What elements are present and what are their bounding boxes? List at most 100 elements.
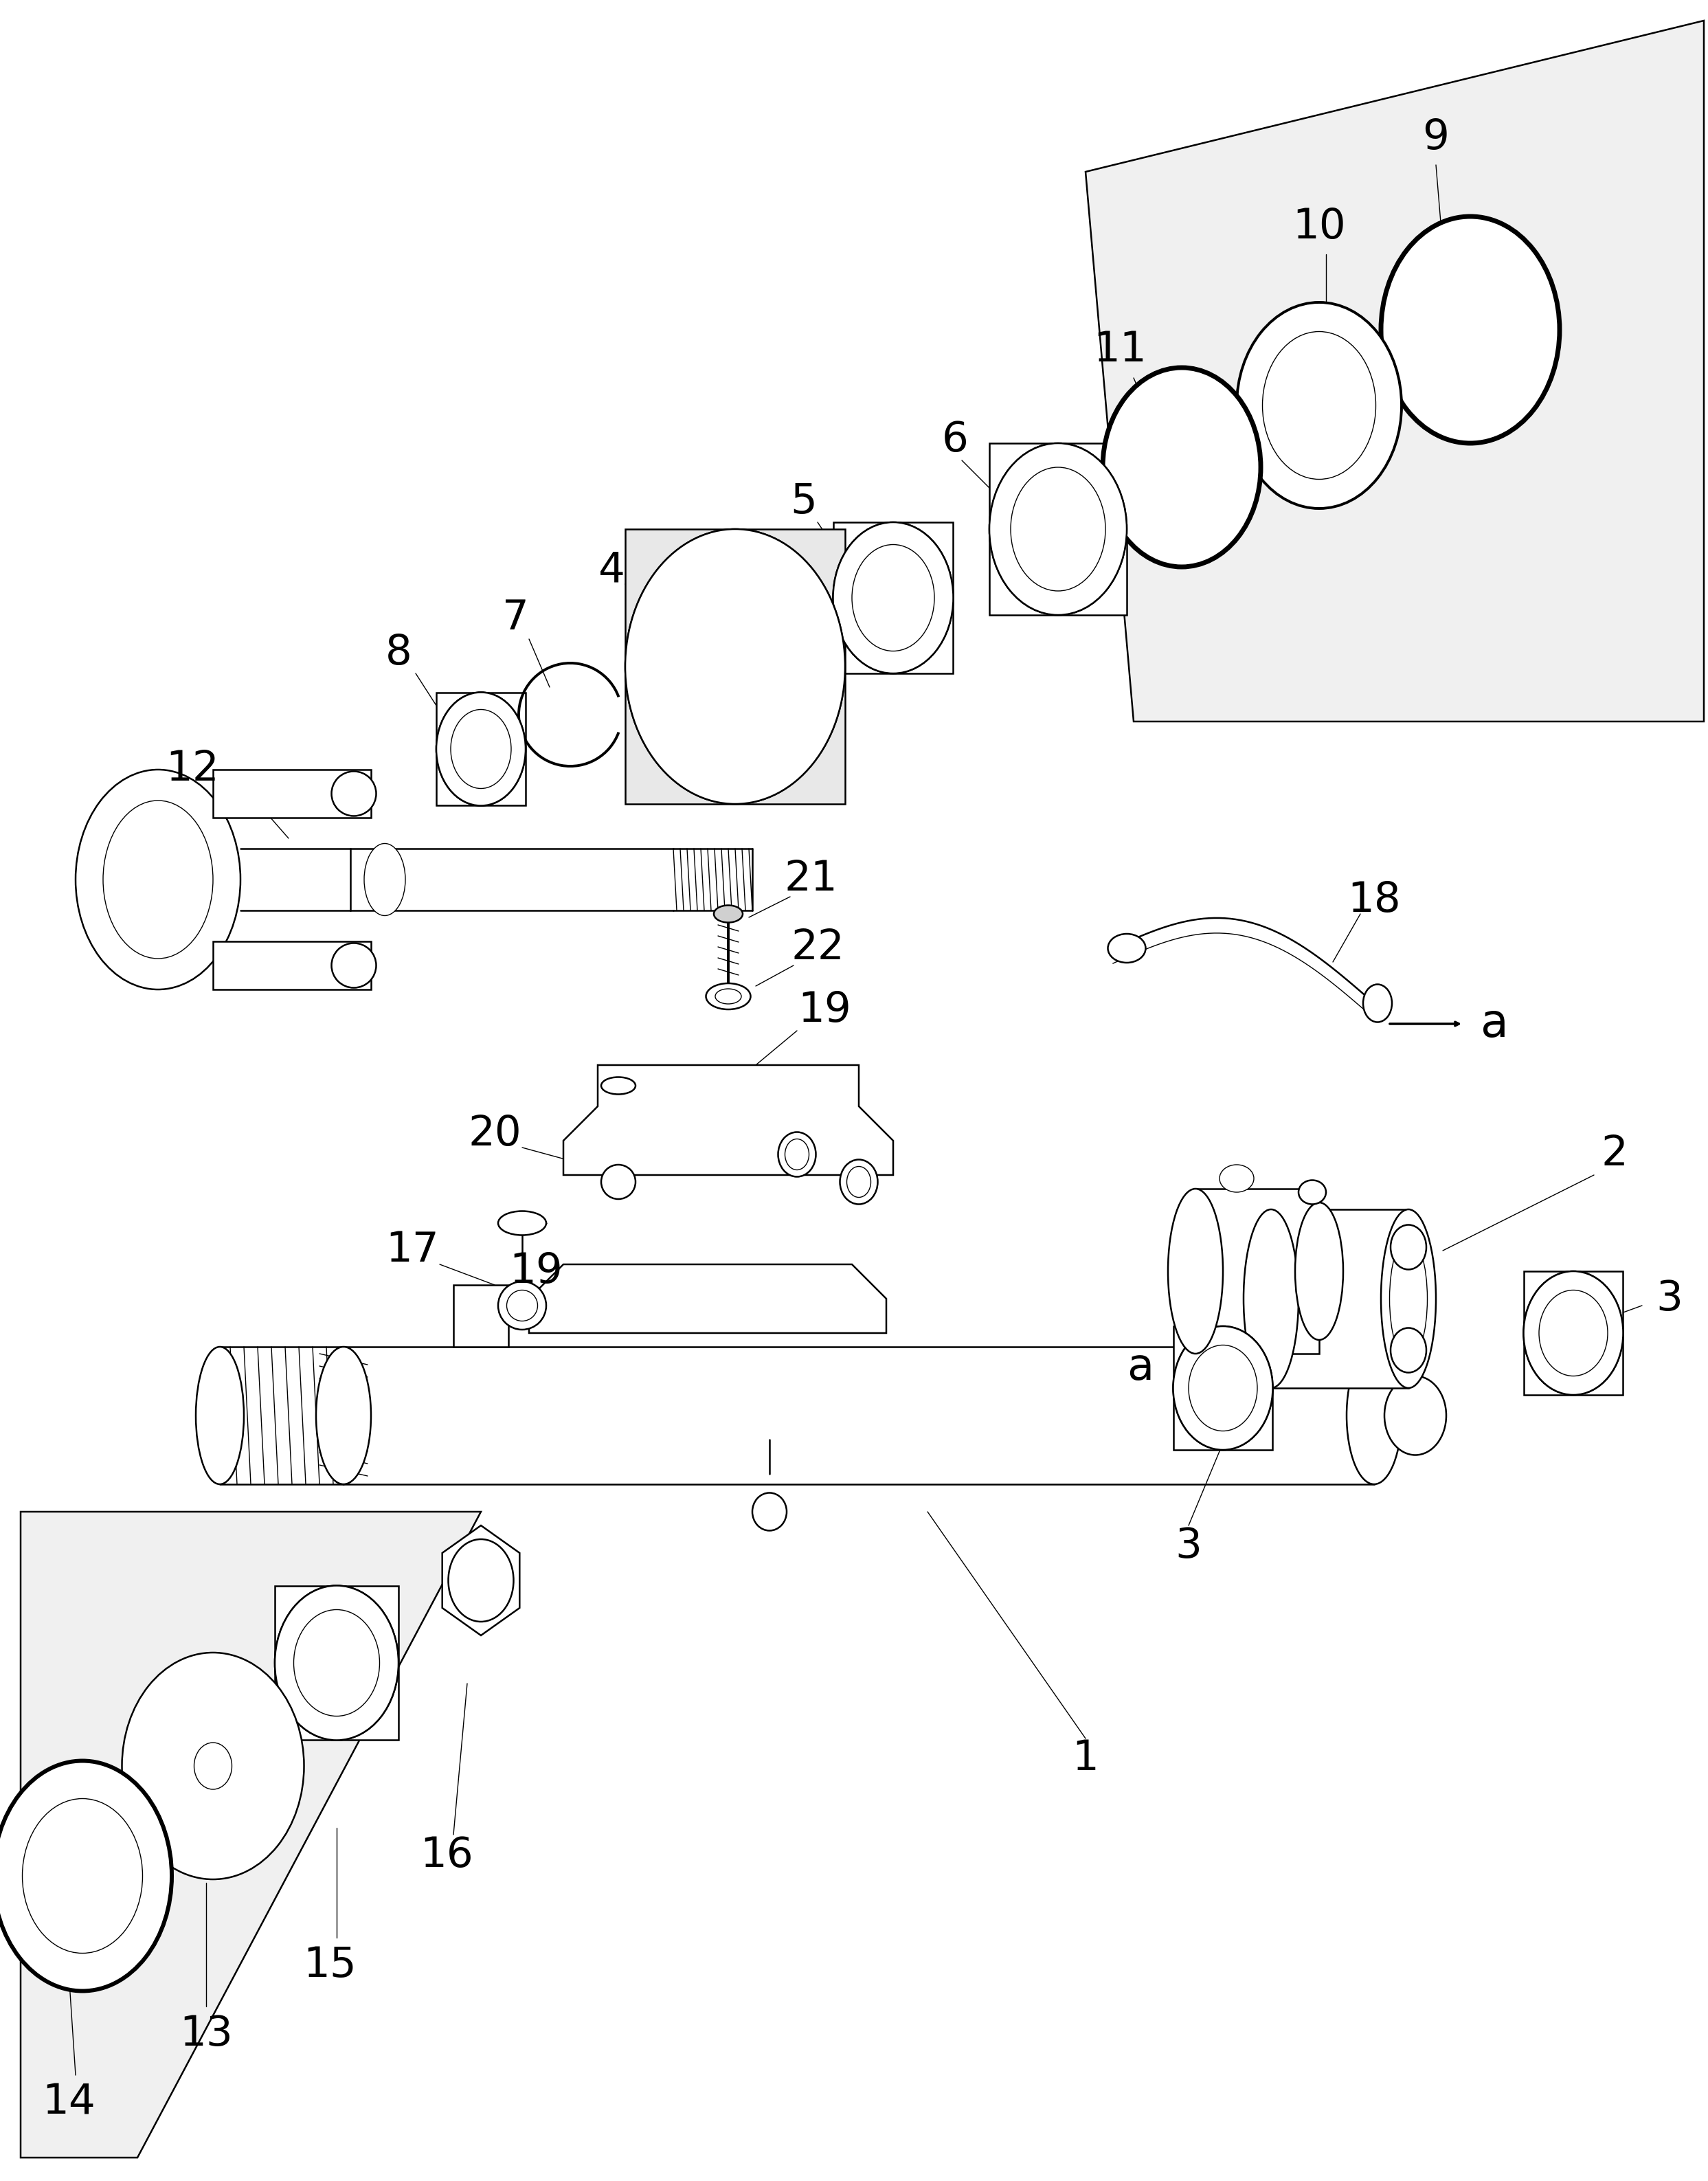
Ellipse shape: [364, 844, 405, 916]
Text: 1: 1: [1073, 1738, 1098, 1780]
Ellipse shape: [1390, 1328, 1426, 1372]
Polygon shape: [564, 1064, 893, 1176]
Ellipse shape: [196, 1348, 244, 1485]
Polygon shape: [989, 443, 1127, 615]
Ellipse shape: [1173, 1326, 1272, 1450]
Polygon shape: [1196, 1189, 1319, 1354]
Text: 15: 15: [302, 1945, 357, 1985]
Ellipse shape: [834, 521, 953, 674]
Polygon shape: [625, 530, 845, 805]
Polygon shape: [1524, 1272, 1623, 1396]
Text: 2: 2: [1600, 1134, 1628, 1176]
Text: 13: 13: [179, 2013, 232, 2055]
Ellipse shape: [786, 1138, 810, 1169]
Ellipse shape: [1524, 1272, 1623, 1396]
Ellipse shape: [639, 543, 832, 790]
Ellipse shape: [852, 545, 934, 652]
Ellipse shape: [840, 1160, 878, 1204]
Ellipse shape: [852, 545, 934, 652]
Text: 21: 21: [784, 859, 837, 901]
Ellipse shape: [989, 443, 1127, 615]
Ellipse shape: [714, 905, 743, 923]
Ellipse shape: [436, 691, 526, 805]
Ellipse shape: [1382, 216, 1559, 443]
Text: a: a: [1481, 1001, 1508, 1047]
Ellipse shape: [601, 1077, 635, 1095]
Ellipse shape: [451, 709, 511, 790]
Ellipse shape: [1346, 1348, 1402, 1485]
Polygon shape: [214, 942, 371, 990]
Ellipse shape: [121, 1653, 304, 1880]
Text: 7: 7: [502, 598, 529, 639]
Text: 6: 6: [941, 419, 968, 460]
Polygon shape: [275, 1586, 398, 1740]
Ellipse shape: [75, 770, 241, 990]
Text: 10: 10: [1293, 207, 1346, 246]
Ellipse shape: [436, 691, 526, 805]
Ellipse shape: [447, 1540, 514, 1623]
Ellipse shape: [847, 1167, 871, 1197]
Ellipse shape: [625, 530, 845, 805]
Ellipse shape: [1298, 1180, 1325, 1204]
Polygon shape: [20, 1511, 482, 2157]
Ellipse shape: [601, 1165, 635, 1200]
Text: 14: 14: [43, 2083, 96, 2122]
Polygon shape: [436, 694, 526, 805]
Ellipse shape: [1524, 1272, 1623, 1396]
Ellipse shape: [331, 942, 376, 988]
Ellipse shape: [195, 1743, 232, 1788]
Ellipse shape: [22, 1799, 142, 1954]
Ellipse shape: [275, 1586, 398, 1740]
Ellipse shape: [1108, 933, 1146, 962]
Ellipse shape: [316, 1348, 371, 1485]
Polygon shape: [529, 1265, 886, 1333]
Ellipse shape: [1011, 467, 1105, 591]
Ellipse shape: [1539, 1291, 1607, 1376]
Ellipse shape: [1189, 1346, 1257, 1431]
Ellipse shape: [1539, 1291, 1607, 1376]
Ellipse shape: [275, 1586, 398, 1740]
Ellipse shape: [1295, 1202, 1342, 1339]
Text: 18: 18: [1348, 879, 1401, 920]
Polygon shape: [453, 1285, 509, 1348]
Text: 20: 20: [468, 1114, 521, 1154]
Ellipse shape: [1220, 1165, 1254, 1193]
Polygon shape: [214, 770, 371, 818]
Polygon shape: [442, 1525, 519, 1636]
Ellipse shape: [1363, 984, 1392, 1023]
Ellipse shape: [1103, 369, 1261, 567]
Polygon shape: [343, 1348, 1375, 1485]
Polygon shape: [834, 521, 953, 674]
Ellipse shape: [294, 1610, 379, 1716]
Ellipse shape: [1011, 467, 1105, 591]
Ellipse shape: [1262, 332, 1377, 480]
Text: 16: 16: [420, 1834, 473, 1876]
Polygon shape: [1271, 1210, 1409, 1387]
Ellipse shape: [1243, 1210, 1298, 1387]
Ellipse shape: [625, 530, 845, 805]
Text: 3: 3: [1657, 1278, 1682, 1320]
Ellipse shape: [1173, 1326, 1272, 1450]
Ellipse shape: [1390, 1226, 1426, 1269]
Ellipse shape: [834, 521, 953, 674]
Ellipse shape: [1390, 1237, 1428, 1361]
Text: 9: 9: [1423, 118, 1450, 157]
Polygon shape: [1086, 20, 1705, 722]
Ellipse shape: [1189, 1346, 1257, 1431]
Polygon shape: [1173, 1326, 1272, 1450]
Ellipse shape: [779, 1132, 816, 1178]
Text: 22: 22: [791, 927, 844, 968]
Ellipse shape: [1168, 1189, 1223, 1354]
Text: a: a: [1127, 1346, 1155, 1389]
Ellipse shape: [752, 1492, 787, 1531]
Ellipse shape: [1385, 1376, 1447, 1455]
Ellipse shape: [989, 443, 1127, 615]
Text: 12: 12: [166, 750, 219, 790]
Text: 19: 19: [509, 1252, 562, 1291]
Ellipse shape: [0, 1760, 173, 1991]
Text: 17: 17: [386, 1230, 439, 1272]
Ellipse shape: [331, 772, 376, 816]
Ellipse shape: [1382, 1210, 1436, 1387]
Ellipse shape: [507, 1291, 538, 1322]
Ellipse shape: [294, 1610, 379, 1716]
